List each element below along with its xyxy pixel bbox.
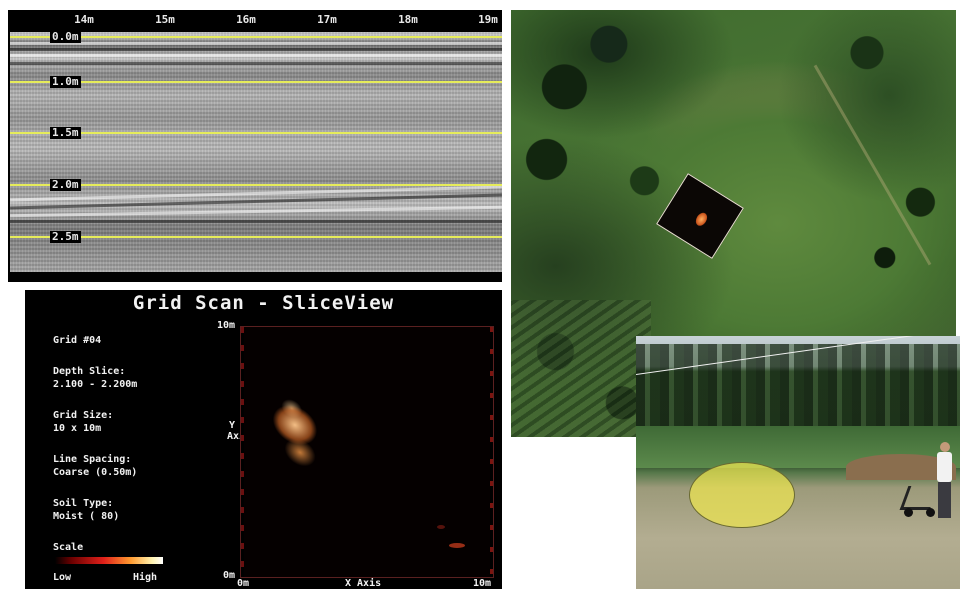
depth-label: 0.0m (50, 30, 81, 43)
grid-number: Grid #04 (53, 335, 102, 346)
depth-label: 2.5m (50, 230, 81, 243)
depth-line (10, 81, 502, 83)
soil-type-value: Moist ( 80) (53, 511, 120, 522)
depth-slice-label: Depth Slice: (53, 366, 126, 377)
field-survey-photo (636, 336, 960, 589)
operator-figure (934, 442, 954, 522)
radargram-x-tick: 16m (236, 13, 256, 26)
radargram-x-tick: 19m (478, 13, 498, 26)
depth-label: 1.5m (50, 126, 81, 139)
depth-label: 1.0m (50, 75, 81, 88)
radargram-x-tick: 15m (155, 13, 175, 26)
color-scale-bar (55, 557, 163, 564)
x-axis-label: X Axis (345, 578, 382, 589)
radargram-x-axis: 14m 15m 16m 17m 18m 19m (8, 10, 502, 30)
depth-slice-plot (240, 326, 494, 578)
radargram-scan-image (10, 32, 502, 272)
y-axis-label: Y Axis (227, 420, 251, 442)
depth-line (10, 184, 502, 186)
aerial-site-photo (511, 10, 956, 437)
anomaly-speck (449, 543, 465, 548)
anomaly-marker (693, 210, 710, 228)
depth-slice-value: 2.100 - 2.200m (53, 379, 138, 390)
gpr-cart (899, 486, 939, 510)
radargram-x-tick: 14m (74, 13, 94, 26)
line-spacing-value: Coarse (0.50m) (53, 467, 138, 478)
anomaly-hotspot (241, 381, 353, 491)
crop-rows (511, 300, 651, 437)
soil-type-label: Soil Type: (53, 498, 114, 509)
grid-size-label: Grid Size: (53, 410, 114, 421)
grid-info: Grid #04 Depth Slice: 2.100 - 2.200m Gri… (53, 334, 137, 541)
depth-line (10, 236, 502, 238)
grid-scan-sliceview-panel: Grid Scan - SliceView Grid #04 Depth Sli… (25, 290, 502, 589)
scale-low-label: Low (53, 572, 72, 583)
cart-wheel (926, 508, 935, 517)
depth-label: 2.0m (50, 178, 81, 191)
y-axis-min-label: 0m (223, 570, 236, 581)
scale-label: Scale (53, 542, 84, 553)
gpr-radargram-panel: 14m 15m 16m 17m 18m 19m 0.0m 1.0m 1.5m 2… (8, 10, 502, 282)
depth-line (10, 36, 502, 38)
sliceview-title: Grid Scan - SliceView (132, 292, 395, 314)
depth-line (10, 132, 502, 134)
x-axis-max-label: 10m (473, 578, 492, 589)
grid-size-value: 10 x 10m (53, 423, 102, 434)
cart-wheel (904, 508, 913, 517)
target-area-highlight (689, 462, 795, 528)
radargram-x-tick: 17m (317, 13, 337, 26)
line-spacing-label: Line Spacing: (53, 454, 132, 465)
y-axis-max-label: 10m (217, 320, 236, 331)
x-axis-min-label: 0m (237, 578, 250, 589)
scale-high-label: High (133, 572, 158, 583)
anomaly-speck (437, 525, 445, 529)
radargram-x-tick: 18m (398, 13, 418, 26)
